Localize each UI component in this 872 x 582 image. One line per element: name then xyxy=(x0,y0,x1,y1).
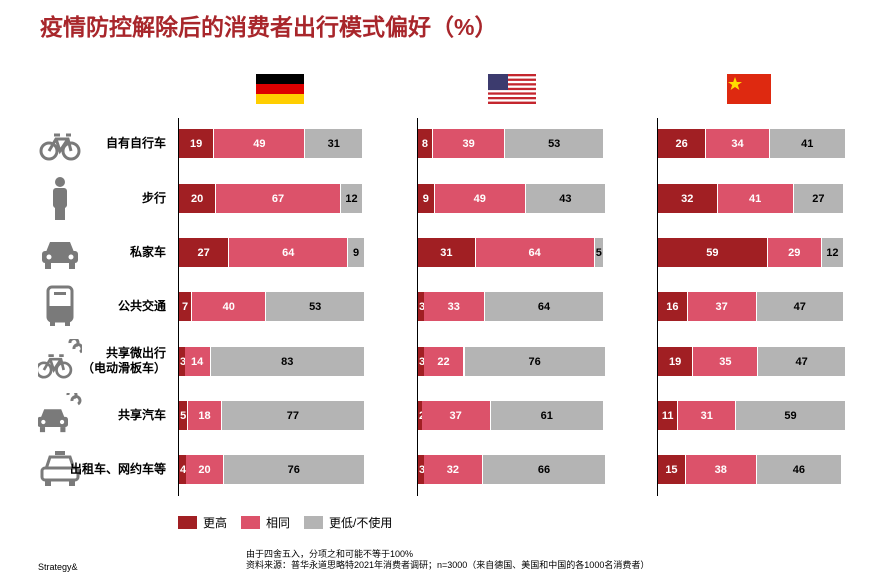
category-label-line: 公共交通 xyxy=(117,298,166,313)
segment-lower: 77 xyxy=(221,401,365,430)
brand-logo-text: Strategy& xyxy=(38,562,78,572)
segment-same: 37 xyxy=(687,292,757,321)
category-label: 自有自行车 xyxy=(106,136,166,151)
segment-same: 38 xyxy=(685,455,757,484)
segment-higher: 59 xyxy=(658,238,768,267)
shared-car-icon xyxy=(37,389,82,437)
segment-lower: 66 xyxy=(483,455,606,484)
segment-same: 41 xyxy=(717,184,794,213)
category-label-line: 自有自行车 xyxy=(105,135,166,150)
segment-same: 32 xyxy=(423,455,484,484)
shared-bike-icon xyxy=(35,337,84,383)
segment-same: 14 xyxy=(184,347,211,376)
segment-higher: 31 xyxy=(418,238,476,267)
segment-same: 34 xyxy=(706,129,770,158)
segment-lower: 47 xyxy=(758,347,846,376)
legend-label: 更高 xyxy=(203,516,228,530)
bicycle-icon xyxy=(38,121,82,165)
category-label: 共享汽车 xyxy=(118,408,166,423)
segment-lower: 83 xyxy=(210,347,365,376)
segment-same: 49 xyxy=(214,129,306,158)
segment-same: 29 xyxy=(767,238,822,267)
segment-same: 67 xyxy=(216,184,341,213)
segment-lower: 53 xyxy=(266,292,365,321)
category-label: 步行 xyxy=(142,191,166,206)
segment-lower: 76 xyxy=(464,347,606,376)
segment-same: 39 xyxy=(432,129,506,158)
page-title: 疫情防控解除后的消费者出行模式偏好（%） xyxy=(40,14,498,40)
legend-label: 更低/不使用 xyxy=(329,516,393,530)
segment-lower: 43 xyxy=(525,184,606,213)
segment-lower: 61 xyxy=(490,401,604,430)
segment-same: 49 xyxy=(434,184,526,213)
segment-higher: 5 xyxy=(179,401,189,430)
segment-higher: 20 xyxy=(179,184,217,213)
legend-item-same: 相同 xyxy=(241,514,290,531)
category-label: 私家车 xyxy=(130,245,166,260)
germany-flag xyxy=(256,74,304,104)
segment-same: 20 xyxy=(186,455,224,484)
segment-lower: 12 xyxy=(821,238,844,267)
legend-item-higher: 更高 xyxy=(178,514,227,531)
category-label-line: 出租车、网约车等 xyxy=(69,461,166,476)
category-label: 共享微出行 （电动滑板车） xyxy=(82,346,166,376)
segment-lower: 27 xyxy=(793,184,844,213)
axis-germany xyxy=(178,118,179,496)
category-label-line: （电动滑板车） xyxy=(81,361,166,375)
pedestrian-icon xyxy=(38,176,82,220)
source-note: 资料来源：普华永道思略特2021年消费者调研；n=3000（来自德国、美国和中国… xyxy=(246,560,650,570)
segment-lower: 47 xyxy=(756,292,844,321)
category-label-line: 步行 xyxy=(141,190,166,205)
taxi-icon xyxy=(38,447,82,491)
segment-same: 64 xyxy=(475,238,595,267)
segment-same: 22 xyxy=(423,347,465,376)
segment-lower: 59 xyxy=(736,401,846,430)
category-label-line: 共享汽车 xyxy=(117,407,166,422)
segment-lower: 5 xyxy=(594,238,604,267)
axis-usa xyxy=(417,118,418,496)
segment-higher: 15 xyxy=(658,455,686,484)
category-label-line: 共享微出行 xyxy=(105,346,166,360)
segment-lower: 9 xyxy=(348,238,365,267)
segment-same: 40 xyxy=(192,292,267,321)
segment-higher: 11 xyxy=(658,401,679,430)
segment-higher: 7 xyxy=(179,292,193,321)
segment-higher: 16 xyxy=(658,292,688,321)
category-label: 出租车、网约车等 xyxy=(70,462,166,477)
category-label-line: 私家车 xyxy=(129,244,166,259)
legend: 更高 相同 更低/不使用 xyxy=(178,514,392,531)
category-label: 公共交通 xyxy=(118,299,166,314)
segment-same: 31 xyxy=(678,401,737,430)
segment-lower: 53 xyxy=(505,129,604,158)
car-icon xyxy=(38,230,82,274)
segment-same: 35 xyxy=(693,347,759,376)
segment-lower: 41 xyxy=(769,129,846,158)
legend-label: 相同 xyxy=(266,516,291,530)
axis-china xyxy=(657,118,658,496)
segment-higher: 27 xyxy=(179,238,230,267)
segment-same: 33 xyxy=(423,292,485,321)
china-flag xyxy=(727,74,771,104)
segment-lower: 46 xyxy=(756,455,843,484)
segment-lower: 76 xyxy=(223,455,365,484)
segment-higher: 8 xyxy=(418,129,433,158)
segment-same: 64 xyxy=(229,238,349,267)
segment-higher: 19 xyxy=(658,347,694,376)
segment-same: 37 xyxy=(421,401,491,430)
segment-higher: 9 xyxy=(418,184,435,213)
segment-lower: 31 xyxy=(305,129,364,158)
segment-higher: 26 xyxy=(658,129,707,158)
usa-flag xyxy=(488,74,536,104)
segment-higher: 19 xyxy=(179,129,215,158)
segment-lower: 64 xyxy=(484,292,604,321)
legend-item-lower: 更低/不使用 xyxy=(304,514,392,531)
segment-higher: 32 xyxy=(658,184,718,213)
bus-icon xyxy=(38,284,82,328)
segment-same: 18 xyxy=(188,401,222,430)
segment-lower: 12 xyxy=(340,184,364,213)
footnote: 由于四舍五入，分项之和可能不等于100% 资料来源：普华永道思略特2021年消费… xyxy=(246,549,649,571)
rounding-note: 由于四舍五入，分项之和可能不等于100% xyxy=(246,549,414,559)
